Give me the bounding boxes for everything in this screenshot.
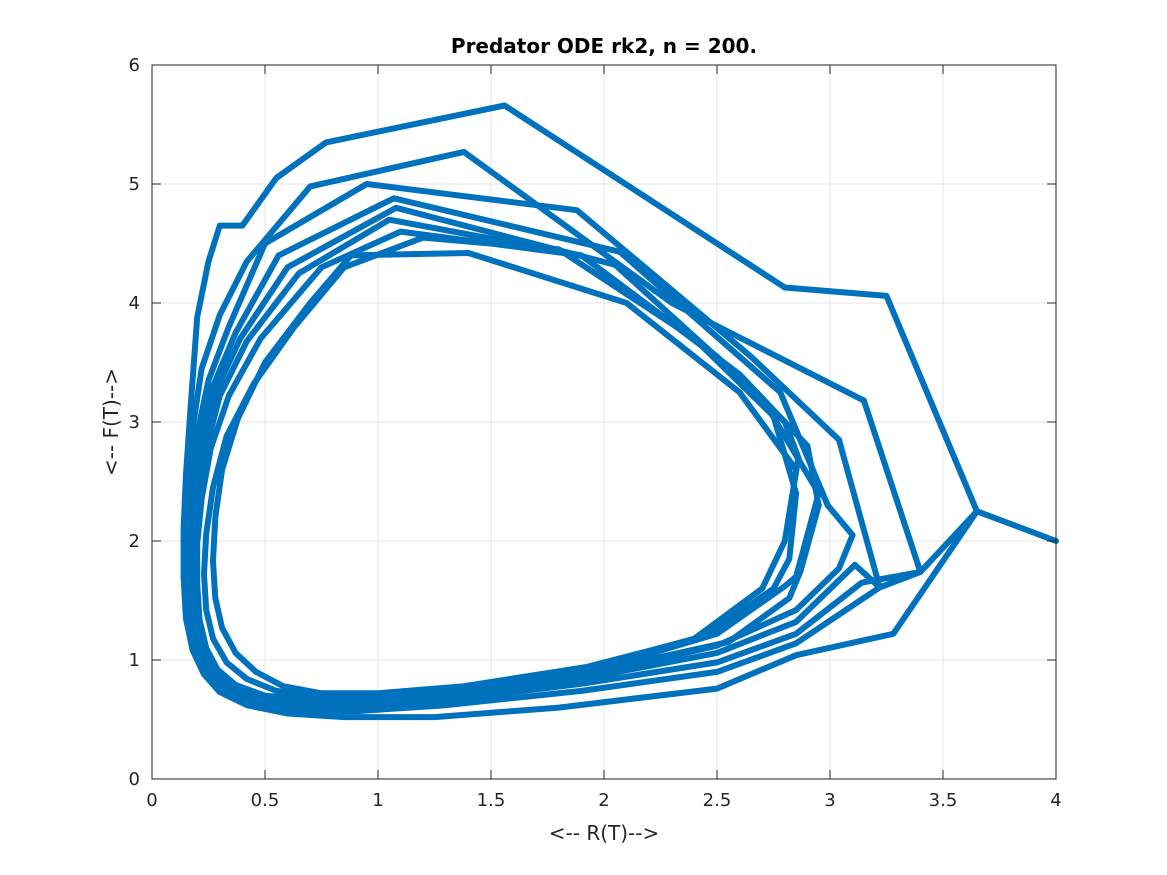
y-tick-label: 1 [129, 650, 140, 671]
x-axis-label: <-- R(T)--> [549, 821, 659, 845]
y-tick-label: 0 [129, 769, 140, 790]
x-tick-label: 1.5 [477, 790, 506, 811]
x-tick-labels: 0 0.5 1 1.5 2 2.5 3 3.5 4 [146, 790, 1061, 811]
x-tick-label: 3 [824, 790, 835, 811]
y-tick-labels: 0 1 2 3 4 5 6 [129, 55, 140, 790]
y-axis-label: <-- F(T)--> [99, 368, 123, 476]
y-tick-label: 2 [129, 531, 140, 552]
x-tick-label: 2.5 [703, 790, 732, 811]
trajectory-segment-7 [194, 228, 822, 703]
y-tick-label: 6 [129, 55, 140, 76]
x-tick-label: 0.5 [251, 790, 280, 811]
y-tick-label: 3 [129, 412, 140, 433]
x-tick-label: 1 [372, 790, 383, 811]
series-layer [180, 102, 1059, 721]
tick-marks [151, 64, 1057, 780]
y-tick-label: 4 [129, 293, 140, 314]
x-tick-label: 4 [1050, 790, 1061, 811]
trajectory-segment-2 [182, 148, 980, 715]
chart-title: Predator ODE rk2, n = 200. [451, 34, 757, 58]
x-tick-label: 2 [598, 790, 609, 811]
y-tick-label: 5 [129, 174, 140, 195]
trajectory-segment-9 [210, 250, 800, 697]
x-tick-label: 0 [146, 790, 157, 811]
x-tick-label: 3.5 [929, 790, 958, 811]
